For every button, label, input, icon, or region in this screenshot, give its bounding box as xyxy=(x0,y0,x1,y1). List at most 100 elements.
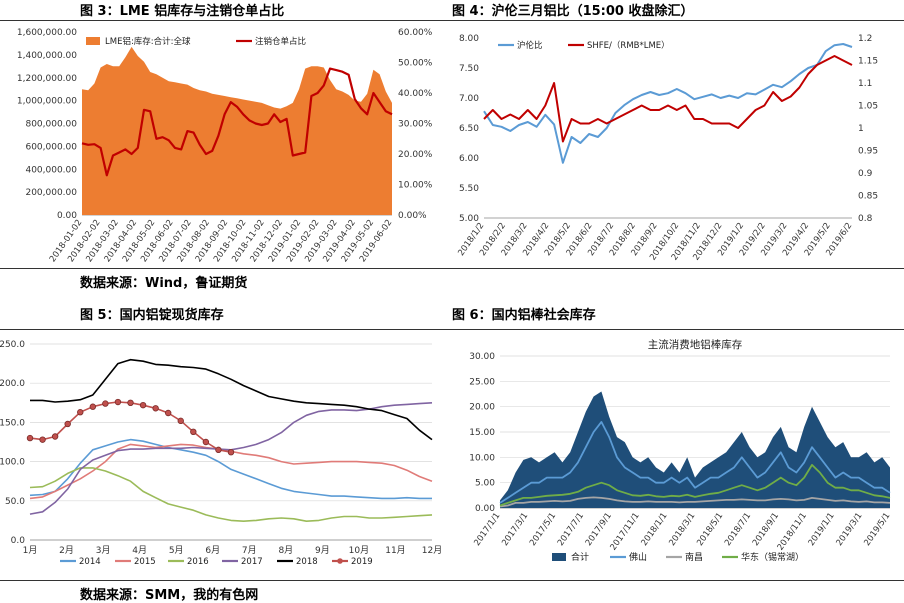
fig3-series-LME xyxy=(82,46,392,216)
fig4-y2-tick-2: 0.9 xyxy=(858,169,873,179)
fig4-series-SHFE-RMB-LME xyxy=(483,55,853,143)
fig5-x-tick-1: 2月 xyxy=(59,545,74,556)
fig4-legend-label-1: SHFE/（RMB*LME） xyxy=(587,40,670,51)
fig6-legend-label-1: 佛山 xyxy=(629,551,647,563)
fig6-chart: 主流消费地铝棒库存 0.00 5.00 10.00 15.00 20.00 25.00 30.… xyxy=(469,338,892,563)
fig6-series-item xyxy=(499,421,891,504)
fig5-series-2014 xyxy=(29,438,432,500)
fig5-y-tick-4: 200.0 xyxy=(0,379,25,389)
fig5-legend-label-1: 2015 xyxy=(134,557,156,567)
fig4-y-tick-2: 6.00 xyxy=(459,154,479,164)
fig5-x-tick-10: 11月 xyxy=(385,545,405,556)
fig6-y-tick-3: 15.00 xyxy=(469,428,495,438)
fig6-x-tick-4: 2017/9/1 xyxy=(584,511,614,548)
fig5-x-tick-11: 12月 xyxy=(422,545,442,556)
fig6-y-tick-5: 25.00 xyxy=(469,377,495,387)
fig6-series-item xyxy=(500,391,890,508)
fig5-series-2016 xyxy=(29,467,433,522)
fig3-chart: 0.00 200,000.00 400,000.00 600,000.00 800,00… xyxy=(17,28,433,264)
fig4-y-tick-0: 5.00 xyxy=(459,214,479,224)
fig6-series-item xyxy=(499,463,891,507)
fig6-y-tick-6: 30.00 xyxy=(469,352,495,362)
bottom-title-divider xyxy=(0,329,904,330)
fig5-series-2019-point xyxy=(164,409,172,417)
fig5-series-2019-point xyxy=(190,428,197,436)
fig5-series-2019-point xyxy=(89,403,97,410)
fig3-y2-tick-4: 40.00% xyxy=(398,89,433,99)
footer-divider xyxy=(0,580,904,581)
fig5-x-tick-8: 9月 xyxy=(315,545,330,556)
fig5-y-tick-1: 50.0 xyxy=(5,497,25,507)
fig3-legend-label-1: 注销仓单占比 xyxy=(255,36,306,47)
fig4-legend-label-0: 沪伦比 xyxy=(517,40,543,51)
fig3-y2-tick-6: 60.00% xyxy=(398,28,433,38)
fig3-y-tick-1: 200,000.00 xyxy=(25,188,77,198)
fig6-x-tick-12: 2019/1/1 xyxy=(807,511,837,548)
fig3-y2-tick-1: 10.00% xyxy=(398,181,433,191)
fig4-y2-tick-1: 0.85 xyxy=(858,192,878,202)
fig4-chart: 5.00 5.50 6.00 6.50 7.00 7.50 8.00 0.8 0.85 0.9 0.… xyxy=(456,34,878,262)
fig3-y2-tick-3: 30.00% xyxy=(398,120,433,130)
fig5-x-tick-0: 1月 xyxy=(23,545,38,556)
fig4-y2-tick-3: 0.95 xyxy=(858,147,878,157)
fig6-x-tick-0: 2017/1/1 xyxy=(472,511,502,548)
fig3-title: 图 3：LME 铝库存与注销仓单占比 xyxy=(80,4,285,19)
fig4-y2-tick-4: 1 xyxy=(858,124,864,134)
fig4-y2-tick-0: 0.8 xyxy=(858,214,873,224)
fig4-y-tick-6: 8.00 xyxy=(459,34,479,44)
fig3-y-tick-8: 1,600,000.00 xyxy=(17,28,77,38)
fig5-x-tick-7: 8月 xyxy=(278,545,293,556)
fig5-x-tick-9: 10月 xyxy=(349,545,369,556)
fig4-y-tick-5: 7.50 xyxy=(459,64,479,74)
fig5-series-2019-point xyxy=(51,433,59,440)
fig5-series-2019-point xyxy=(77,409,84,416)
fig3-y-tick-7: 1,400,000.00 xyxy=(17,51,77,61)
fig4-y2-tick-6: 1.1 xyxy=(858,79,872,89)
source-top: 数据来源：Wind，鲁证期货 xyxy=(80,276,248,291)
fig5-series-2019-point xyxy=(139,401,147,409)
fig3-y2-tick-2: 20.00% xyxy=(398,150,433,160)
fig6-x-tick-7: 2018/3/1 xyxy=(667,511,697,548)
source-bottom: 数据来源：SMM，我的有色网 xyxy=(80,588,259,603)
fig5-series-2019-point xyxy=(227,448,235,456)
fig3-y2-tick-0: 0.00% xyxy=(398,211,427,221)
fig5-legend-label-4: 2018 xyxy=(296,557,318,567)
fig5-chart: 0.0 50.0 100.0 150.0 200.0 250.0 1月 2月 3月 4月 5月 6月 7… xyxy=(0,340,442,567)
fig3-legend-swatch-0 xyxy=(86,37,100,45)
fig6-y-tick-1: 5.00 xyxy=(475,479,495,489)
fig3-y-tick-5: 1,000,000.00 xyxy=(17,97,77,107)
fig5-legend-label-0: 2014 xyxy=(79,557,101,567)
fig6-y-tick-0: 0.00 xyxy=(475,504,495,514)
fig3-series-item xyxy=(81,67,393,177)
fig5-series-2019-point xyxy=(26,434,34,442)
fig5-series-2019-point xyxy=(102,400,109,407)
fig6-x-tick-10: 2018/9/1 xyxy=(751,511,781,548)
fig5-series-2019-point xyxy=(177,417,184,425)
fig6-x-tick-14: 2019/5/1 xyxy=(862,511,892,548)
fig6-title: 图 6：国内铝棒社会库存 xyxy=(452,308,596,323)
fig6-x-tick-13: 2019/3/1 xyxy=(835,511,865,548)
fig4-y2-tick-8: 1.2 xyxy=(858,34,872,44)
fig6-legend-label-2: 南昌 xyxy=(685,551,703,563)
fig5-x-tick-5: 6月 xyxy=(205,545,220,556)
fig6-x-tick-8: 2018/5/1 xyxy=(695,511,725,548)
fig6-legend-swatch-0 xyxy=(552,553,566,561)
fig5-series-2019-point xyxy=(64,420,71,428)
fig5-y-tick-3: 150.0 xyxy=(0,418,25,428)
fig5-legend-label-3: 2017 xyxy=(241,557,263,567)
mid-divider xyxy=(0,268,904,269)
fig5-x-tick-6: 7月 xyxy=(242,545,257,556)
fig5-y-tick-2: 100.0 xyxy=(0,458,25,468)
fig6-title: 主流消费地铝棒库存 xyxy=(648,338,743,351)
fig6-y-tick-2: 10.00 xyxy=(469,453,495,463)
fig5-legend-label-2: 2016 xyxy=(187,557,209,567)
fig5-legend-label-5: 2019 xyxy=(351,557,373,567)
fig4-title: 图 4：沪伦三月铝比（15:00 收盘除汇） xyxy=(452,4,694,19)
fig6-series-item xyxy=(499,496,891,508)
fig5-series-2019-point xyxy=(152,405,159,412)
fig3-legend-label-0: LME铝:库存:合计:全球 xyxy=(105,36,191,47)
fig6-x-tick-1: 2017/3/1 xyxy=(500,511,530,548)
fig5-y-tick-0: 0.0 xyxy=(11,536,26,546)
fig3-y-tick-6: 1,200,000.00 xyxy=(17,74,77,84)
fig5-x-tick-2: 3月 xyxy=(96,545,111,556)
